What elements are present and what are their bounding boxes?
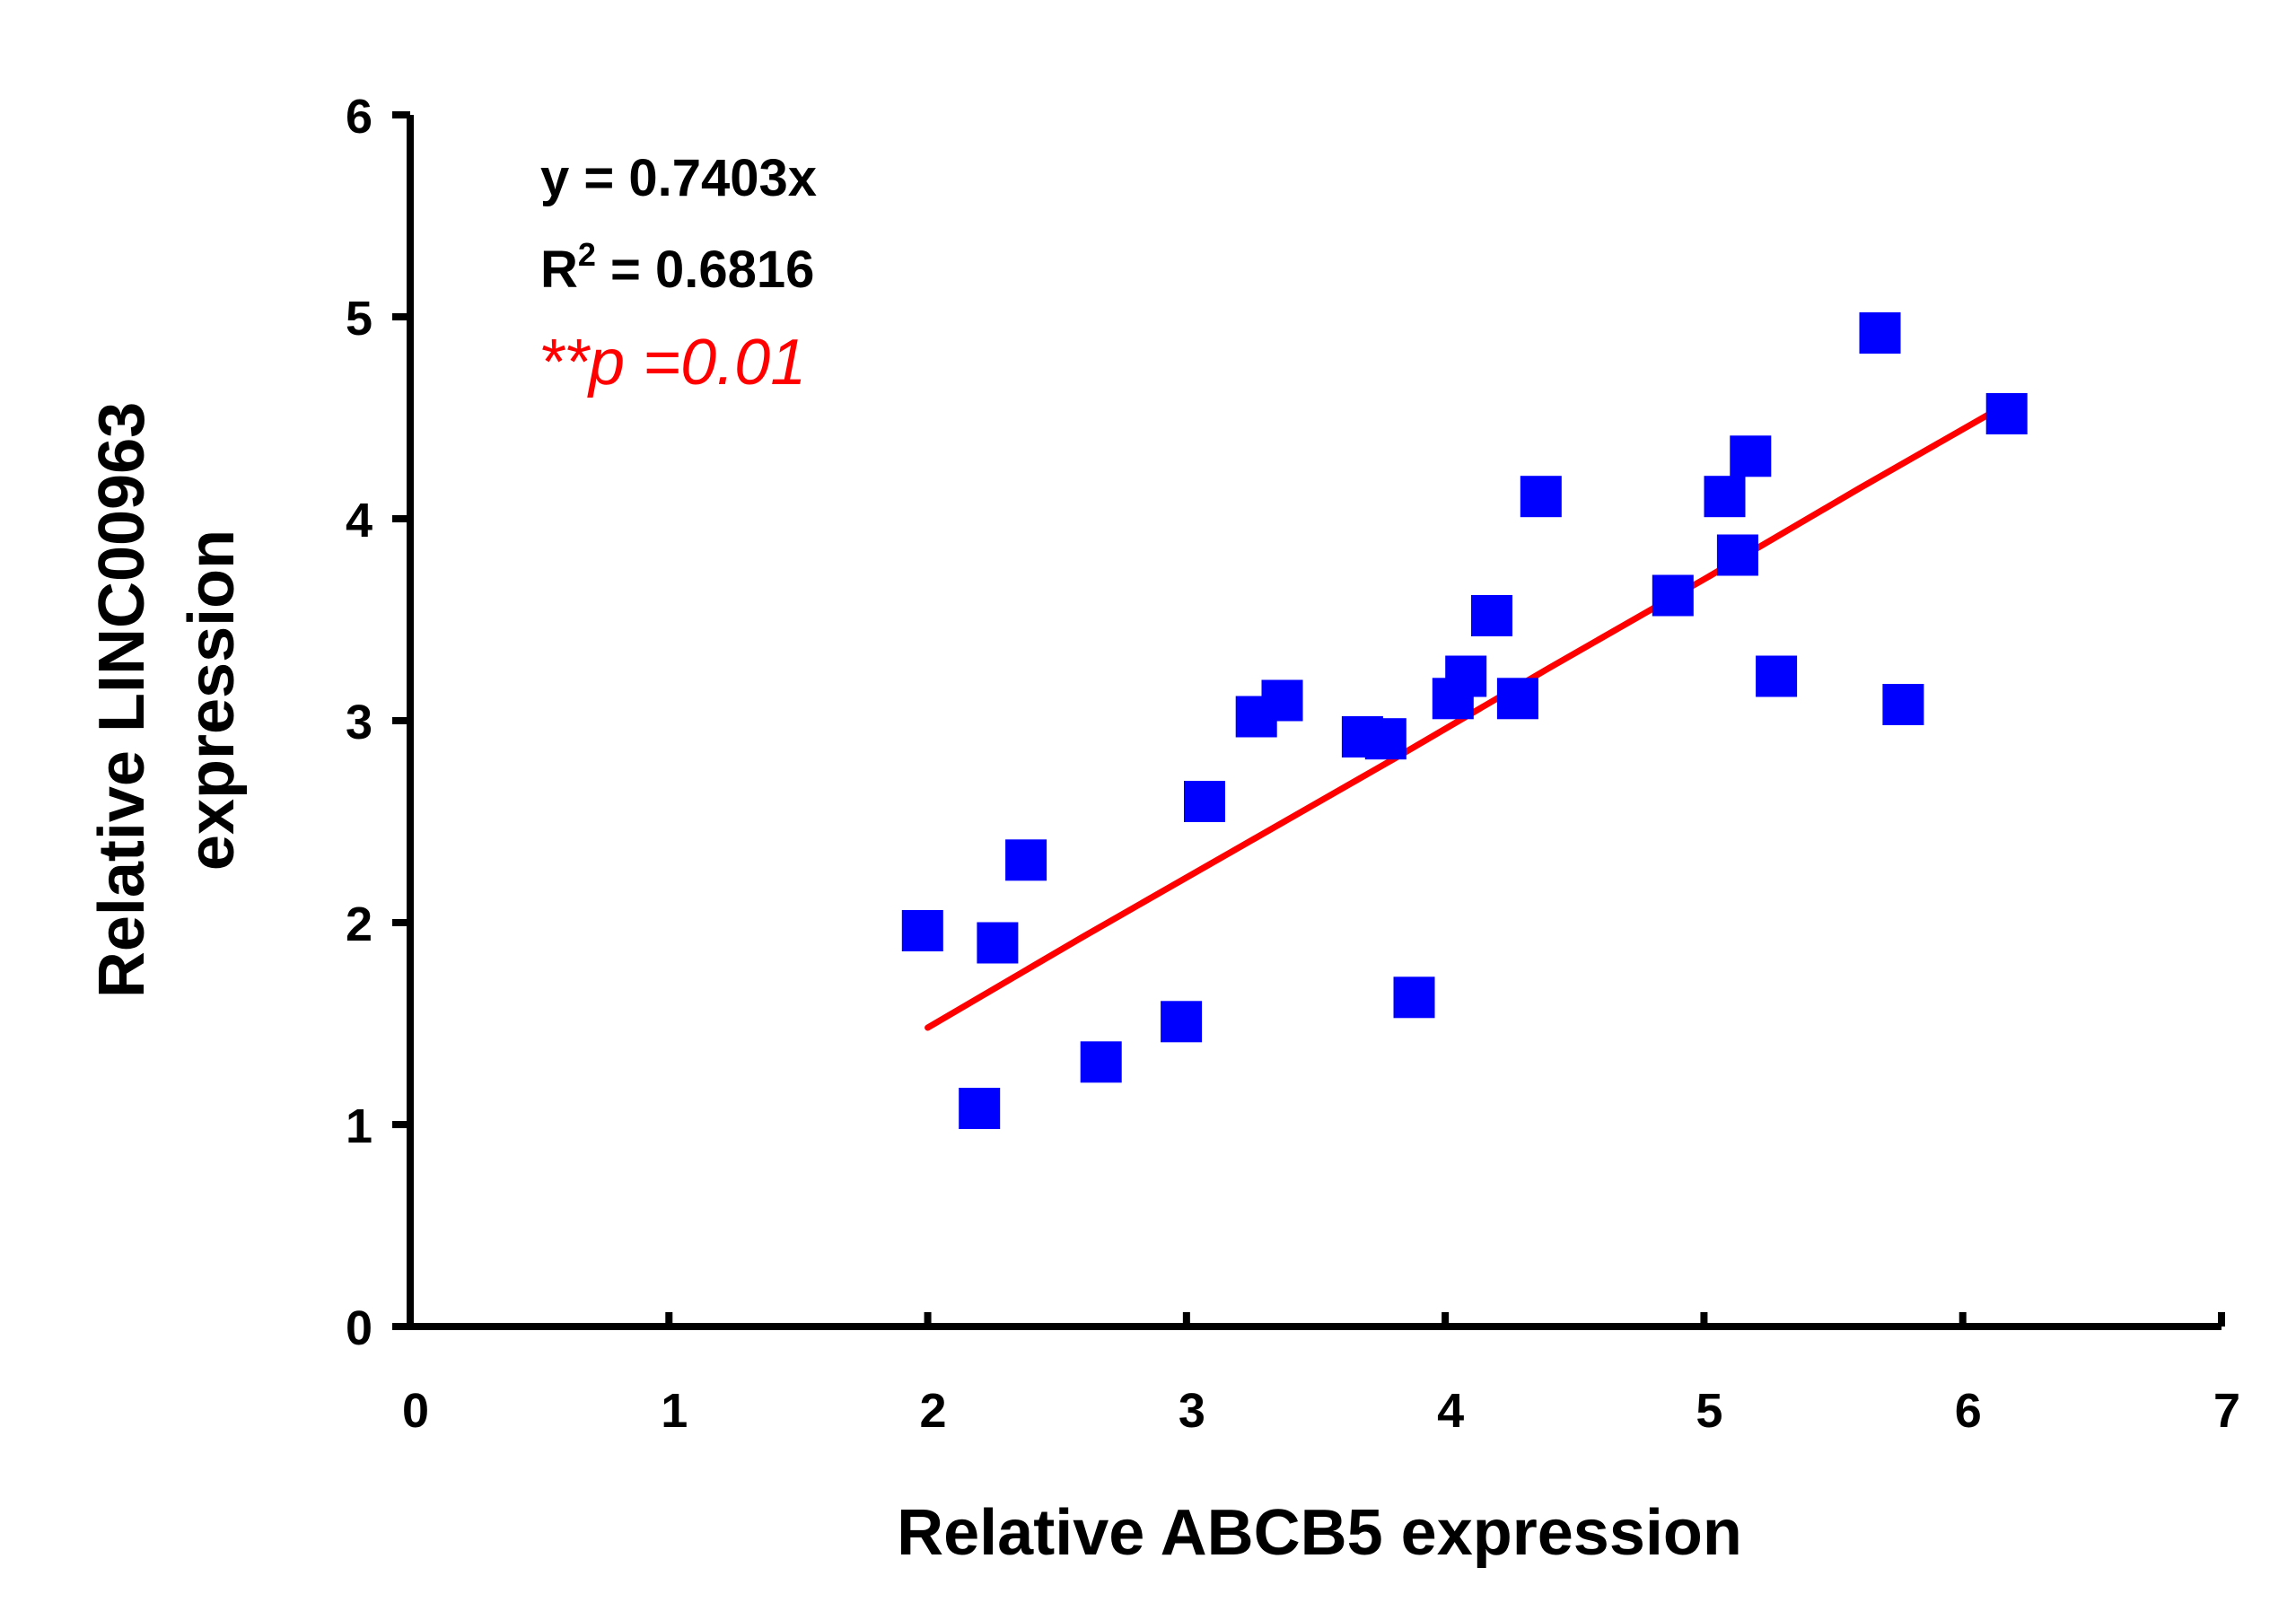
tick-labels: 0 1 2 3 4 5 6 7 0 1 2 3 4 5 6 xyxy=(346,90,2240,1438)
x-tick-label: 4 xyxy=(1437,1384,1464,1438)
data-point xyxy=(1652,574,1694,617)
data-point xyxy=(901,910,943,951)
x-tick-label: 2 xyxy=(920,1384,947,1438)
y-tick-label: 5 xyxy=(346,292,372,346)
data-point xyxy=(977,922,1019,964)
x-tick-label: 0 xyxy=(402,1384,429,1438)
data-point xyxy=(1261,679,1303,722)
y-tick-label: 6 xyxy=(346,90,372,144)
x-tick-label: 1 xyxy=(661,1384,688,1438)
x-tick-label: 5 xyxy=(1696,1384,1722,1438)
y-tick-label: 3 xyxy=(346,696,372,749)
y-tick-label: 1 xyxy=(346,1099,372,1153)
data-points xyxy=(901,312,2028,1129)
x-tick-label: 6 xyxy=(1955,1384,1982,1438)
data-point xyxy=(1704,476,1746,518)
data-point xyxy=(1005,839,1047,881)
data-point xyxy=(1471,595,1512,636)
data-point xyxy=(959,1088,1001,1129)
data-point xyxy=(1184,781,1225,822)
y-axis-title: Relative LINC00963 expression xyxy=(86,402,248,998)
data-point xyxy=(1730,435,1772,477)
p-value-label: **p =0.01 xyxy=(539,327,806,398)
r-squared-symbol: R xyxy=(540,241,578,299)
r-squared-exponent: 2 xyxy=(578,236,596,273)
r-squared-label: R2 = 0.6816 xyxy=(540,236,814,299)
data-point xyxy=(1364,718,1407,760)
y-axis-title-line-1: Relative LINC00963 xyxy=(86,402,158,998)
data-point xyxy=(1882,684,1924,725)
data-point xyxy=(1161,1001,1203,1043)
x-tick-label: 3 xyxy=(1179,1384,1205,1438)
regression-equation: y = 0.7403x xyxy=(540,149,817,207)
r-squared-value: = 0.6816 xyxy=(596,241,815,299)
tick-marks xyxy=(392,111,2225,1330)
data-point xyxy=(1496,678,1538,720)
data-point xyxy=(1756,655,1798,697)
data-point xyxy=(1985,393,2028,434)
data-point xyxy=(1716,534,1758,576)
data-point xyxy=(1080,1041,1122,1083)
data-point xyxy=(1859,312,1901,354)
y-tick-label: 4 xyxy=(346,494,372,547)
x-axis-title: Relative ABCB5 expression xyxy=(897,1497,1742,1569)
x-tick-label: 7 xyxy=(2213,1384,2240,1438)
data-point xyxy=(1445,655,1487,697)
y-axis-title-line-2: expression xyxy=(176,530,248,871)
data-point xyxy=(1520,476,1562,518)
y-tick-label: 2 xyxy=(346,898,372,951)
y-tick-label: 0 xyxy=(346,1301,372,1355)
data-point xyxy=(1393,976,1435,1019)
